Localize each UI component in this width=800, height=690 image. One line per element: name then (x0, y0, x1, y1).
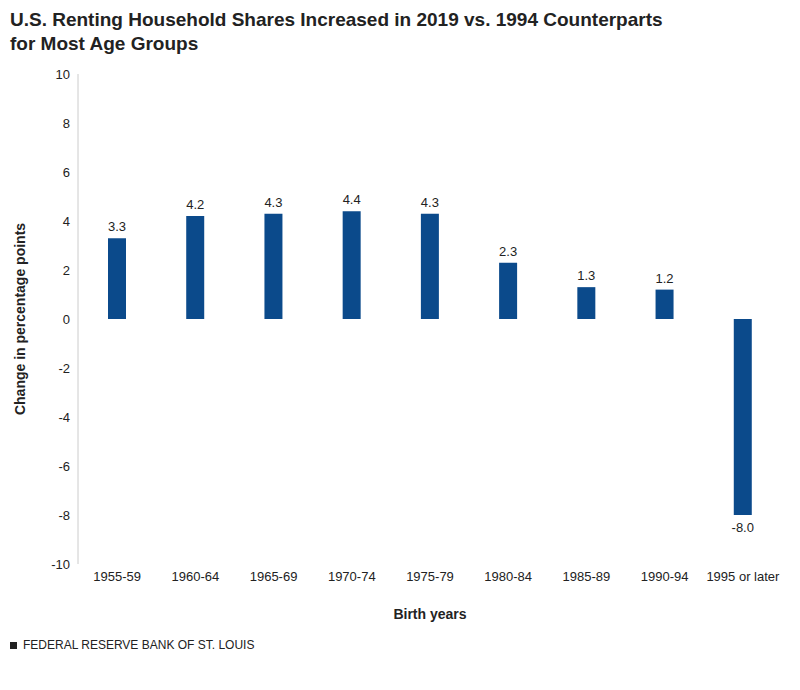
svg-text:10: 10 (56, 67, 70, 82)
svg-text:1985-89: 1985-89 (563, 569, 611, 584)
svg-text:1975-79: 1975-79 (406, 569, 454, 584)
svg-text:4.4: 4.4 (343, 192, 361, 207)
svg-text:1955-59: 1955-59 (93, 569, 141, 584)
svg-text:-2: -2 (58, 361, 70, 376)
svg-text:-10: -10 (51, 557, 70, 572)
svg-text:4.3: 4.3 (421, 195, 439, 210)
svg-text:1.2: 1.2 (656, 271, 674, 286)
svg-text:-8.0: -8.0 (732, 520, 754, 535)
svg-text:1980-84: 1980-84 (484, 569, 532, 584)
svg-text:4: 4 (63, 214, 70, 229)
svg-text:8: 8 (63, 116, 70, 131)
svg-text:3.3: 3.3 (108, 219, 126, 234)
svg-text:-4: -4 (58, 410, 70, 425)
svg-text:Birth years: Birth years (393, 606, 466, 622)
svg-text:0: 0 (63, 312, 70, 327)
svg-text:2: 2 (63, 263, 70, 278)
svg-text:4.3: 4.3 (264, 195, 282, 210)
svg-text:1965-69: 1965-69 (250, 569, 298, 584)
svg-text:1.3: 1.3 (577, 268, 595, 283)
svg-text:-8: -8 (58, 508, 70, 523)
svg-text:1960-64: 1960-64 (171, 569, 219, 584)
svg-text:4.2: 4.2 (186, 197, 204, 212)
svg-text:2.3: 2.3 (499, 244, 517, 259)
svg-text:Change in percentage points: Change in percentage points (12, 223, 28, 415)
html-text:U.S. Renting Household Shares: U.S. Renting Household Shares Increased … (10, 9, 663, 54)
svg-text:6: 6 (63, 165, 70, 180)
html-text:FEDERAL RESERVE BANK OF ST. LO: FEDERAL RESERVE BANK OF ST. LOUIS (23, 638, 255, 652)
svg-text:1995 or later: 1995 or later (706, 569, 780, 584)
svg-text:1970-74: 1970-74 (328, 569, 376, 584)
svg-text:-6: -6 (58, 459, 70, 474)
svg-text:1990-94: 1990-94 (641, 569, 689, 584)
